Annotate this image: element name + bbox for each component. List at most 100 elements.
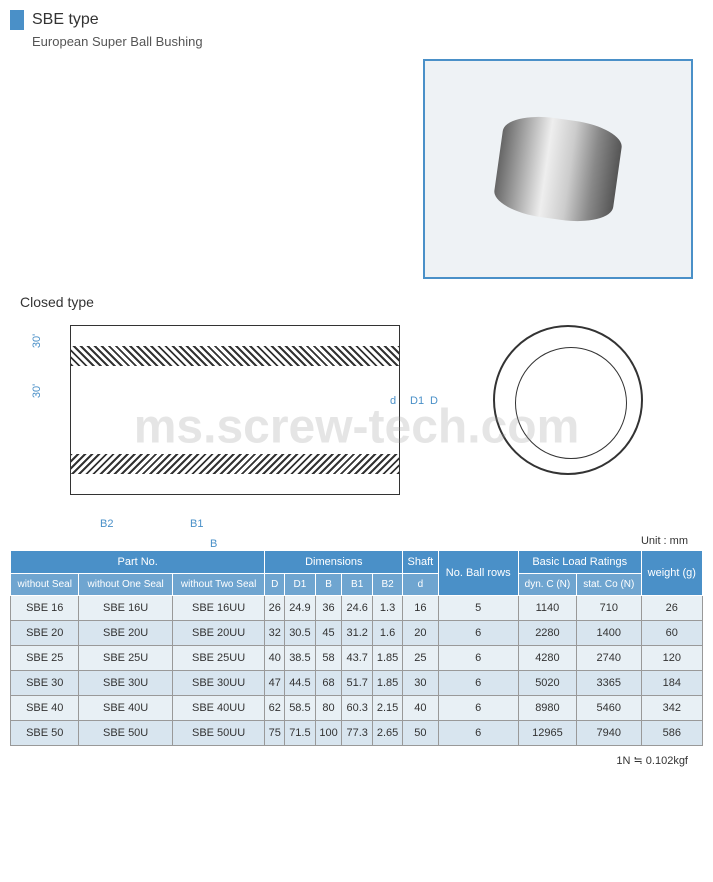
table-cell: 342 [641, 696, 702, 721]
table-cell: 1.3 [372, 596, 402, 621]
dim-d1: D1 [410, 395, 424, 407]
table-cell: 586 [641, 721, 702, 746]
table-cell: 2.65 [372, 721, 402, 746]
table-cell: 47 [265, 671, 285, 696]
table-row: SBE 20SBE 20USBE 20UU3230.54531.21.62062… [11, 621, 703, 646]
table-cell: SBE 16U [79, 596, 172, 621]
table-cell: 26 [641, 596, 702, 621]
table-cell: 62 [265, 696, 285, 721]
table-cell: 100 [315, 721, 342, 746]
table-cell: SBE 20U [79, 621, 172, 646]
section-label: Closed type [20, 294, 703, 310]
accent-bar [10, 10, 24, 30]
table-cell: 25 [403, 646, 438, 671]
table-cell: 1.85 [372, 646, 402, 671]
th-B1: B1 [342, 574, 372, 596]
table-row: SBE 25SBE 25USBE 25UU4038.55843.71.85256… [11, 646, 703, 671]
table-cell: 6 [438, 621, 518, 646]
table-cell: SBE 50 [11, 721, 79, 746]
th-ballrows: No. Ball rows [438, 551, 518, 596]
table-cell: 44.5 [285, 671, 315, 696]
table-cell: SBE 16 [11, 596, 79, 621]
table-cell: 36 [315, 596, 342, 621]
table-cell: 5020 [518, 671, 576, 696]
table-cell: 60 [641, 621, 702, 646]
table-cell: 80 [315, 696, 342, 721]
table-cell: 50 [403, 721, 438, 746]
table-cell: 30.5 [285, 621, 315, 646]
unit-label: Unit : mm [10, 535, 688, 547]
table-cell: 20 [403, 621, 438, 646]
table-cell: 6 [438, 671, 518, 696]
table-cell: 4280 [518, 646, 576, 671]
table-cell: SBE 20UU [172, 621, 265, 646]
table-row: SBE 16SBE 16USBE 16UU2624.93624.61.31651… [11, 596, 703, 621]
table-cell: 51.7 [342, 671, 372, 696]
footer-note: 1N ≒ 0.102kgf [10, 754, 688, 767]
table-cell: 6 [438, 721, 518, 746]
table-cell: 24.9 [285, 596, 315, 621]
table-cell: 2.15 [372, 696, 402, 721]
th-shaft: Shaft [403, 551, 438, 574]
th-B: B [315, 574, 342, 596]
table-head: Part No. Dimensions Shaft No. Ball rows … [11, 551, 703, 596]
table-cell: 77.3 [342, 721, 372, 746]
table-cell: SBE 50U [79, 721, 172, 746]
table-cell: 24.6 [342, 596, 372, 621]
dim-angle-2: 30' [31, 384, 43, 398]
table-cell: SBE 16UU [172, 596, 265, 621]
th-stat: stat. Co (N) [577, 574, 642, 596]
table-cell: 1140 [518, 596, 576, 621]
table-row: SBE 40SBE 40USBE 40UU6258.58060.32.15406… [11, 696, 703, 721]
table-cell: 8980 [518, 696, 576, 721]
table-cell: 38.5 [285, 646, 315, 671]
table-cell: 30 [403, 671, 438, 696]
table-cell: SBE 20 [11, 621, 79, 646]
table-cell: SBE 25UU [172, 646, 265, 671]
technical-diagram: 30' 30' d D1 D B2 B1 B [10, 315, 703, 525]
table-row: SBE 50SBE 50USBE 50UU7571.510077.32.6550… [11, 721, 703, 746]
table-cell: 7940 [577, 721, 642, 746]
dim-b2: B2 [100, 518, 113, 530]
table-cell: 26 [265, 596, 285, 621]
dim-d-big: D [430, 395, 438, 407]
product-image-box [423, 59, 693, 279]
table-cell: 71.5 [285, 721, 315, 746]
dim-b1: B1 [190, 518, 203, 530]
th-B2: B2 [372, 574, 402, 596]
table-row: SBE 30SBE 30USBE 30UU4744.56851.71.85306… [11, 671, 703, 696]
table-cell: 5460 [577, 696, 642, 721]
side-view-drawing [70, 325, 400, 495]
table-cell: SBE 25 [11, 646, 79, 671]
dim-angle-1: 30' [31, 334, 43, 348]
table-cell: SBE 40U [79, 696, 172, 721]
page-subtitle: European Super Ball Bushing [32, 34, 703, 49]
table-cell: 710 [577, 596, 642, 621]
table-cell: 184 [641, 671, 702, 696]
table-cell: 58.5 [285, 696, 315, 721]
bushing-illustration [492, 111, 625, 227]
table-cell: SBE 40UU [172, 696, 265, 721]
th-dyn: dyn. C (N) [518, 574, 576, 596]
table-cell: 58 [315, 646, 342, 671]
th-D: D [265, 574, 285, 596]
table-cell: 40 [265, 646, 285, 671]
th-w2s: without Two Seal [172, 574, 265, 596]
th-weight: weight (g) [641, 551, 702, 596]
spec-table: Part No. Dimensions Shaft No. Ball rows … [10, 550, 703, 746]
th-w1s: without One Seal [79, 574, 172, 596]
table-cell: 1.85 [372, 671, 402, 696]
table-cell: 6 [438, 646, 518, 671]
front-view-drawing [493, 325, 643, 475]
table-cell: 2280 [518, 621, 576, 646]
table-cell: 68 [315, 671, 342, 696]
table-cell: 120 [641, 646, 702, 671]
table-cell: 12965 [518, 721, 576, 746]
table-cell: 1.6 [372, 621, 402, 646]
table-cell: 16 [403, 596, 438, 621]
header-section: SBE type European Super Ball Bushing [10, 10, 703, 49]
table-cell: 3365 [577, 671, 642, 696]
table-cell: SBE 25U [79, 646, 172, 671]
table-body: SBE 16SBE 16USBE 16UU2624.93624.61.31651… [11, 596, 703, 746]
table-cell: 6 [438, 696, 518, 721]
